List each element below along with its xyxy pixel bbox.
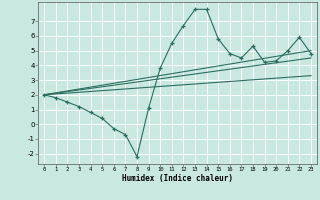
X-axis label: Humidex (Indice chaleur): Humidex (Indice chaleur) bbox=[122, 174, 233, 183]
